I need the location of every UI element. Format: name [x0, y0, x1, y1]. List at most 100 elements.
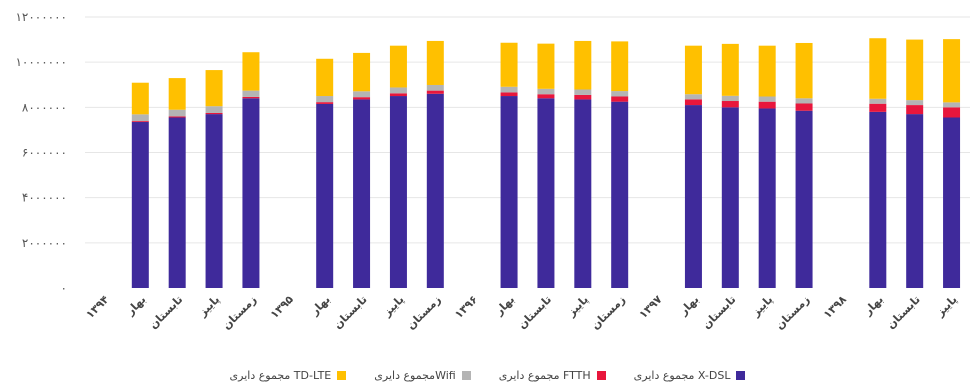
bar-segment-xdsl [316, 103, 334, 288]
bar-segment-wifi [943, 102, 961, 108]
x-tick-label: پاییز [749, 293, 776, 320]
legend-label: مجموع دایریWifi [374, 368, 456, 382]
x-tick-label: زمستان [773, 293, 812, 332]
x-tick-label: تابستان [884, 293, 923, 332]
bar-segment-ftth [721, 101, 739, 108]
bar-segment-wifi [316, 96, 334, 103]
y-tick-label: ۰ [61, 281, 67, 295]
bar-segment-ftth [869, 103, 887, 112]
y-tick-label: ۲۰۰۰۰۰۰ [22, 236, 67, 250]
bar-segment-tdlte [426, 40, 444, 85]
y-tick-label: ۱۲۰۰۰۰۰۰ [15, 10, 67, 24]
x-tick-label: تابستان [147, 293, 186, 332]
x-tick-label: پاییز [933, 293, 960, 320]
grid-layer [85, 16, 970, 244]
bar-segment-xdsl [537, 98, 555, 288]
bar-segment-xdsl [426, 93, 444, 289]
bar-segment-ftth [537, 94, 555, 99]
bar-segment-xdsl [389, 96, 407, 289]
bar-segment-xdsl [574, 99, 592, 288]
legend-label: مجموع دایری FTTH [498, 368, 591, 382]
bar-segment-ftth [131, 121, 149, 123]
bar-segment-wifi [131, 114, 149, 122]
x-tick-label: پاییز [564, 293, 591, 320]
legend-item-wifi: مجموع دایریWifi [374, 368, 471, 382]
x-tick-label: پاییز [380, 293, 407, 320]
bar-segment-tdlte [684, 45, 702, 95]
bar-segment-xdsl [721, 107, 739, 288]
bar-segment-xdsl [869, 111, 887, 288]
bar-segment-wifi [684, 94, 702, 100]
stacked-bar-chart: ۰ ۲۰۰۰۰۰۰ ۴۰۰۰۰۰۰ ۶۰۰۰۰۰۰ ۸۰۰۰۰۰۰ ۱۰۰۰۰۰۰۰ ۱۲۰… [15, 10, 970, 332]
bar-segment-wifi [611, 91, 629, 97]
x-tick-label: ۱۳۹۴ [83, 293, 111, 321]
bar-segment-xdsl [242, 98, 260, 288]
bar-segment-wifi [389, 87, 407, 94]
bar-segment-tdlte [131, 82, 149, 115]
bar-segment-tdlte [316, 58, 334, 97]
x-tick-label: تابستان [331, 293, 370, 332]
bar-segment-ftth [242, 96, 260, 99]
legend-swatch [337, 370, 347, 380]
bar-segment-wifi [242, 90, 260, 97]
bar-segment-wifi [795, 98, 813, 104]
bar-segment-wifi [500, 86, 518, 93]
bar-segment-ftth [943, 107, 961, 118]
bar-segment-tdlte [242, 52, 260, 91]
bar-segment-tdlte [168, 78, 186, 110]
bar-segment-wifi [574, 89, 592, 95]
legend-swatch [461, 370, 471, 380]
bar-segment-ftth [795, 103, 813, 111]
y-axis-ticks: ۰ ۲۰۰۰۰۰۰ ۴۰۰۰۰۰۰ ۶۰۰۰۰۰۰ ۸۰۰۰۰۰۰ ۱۰۰۰۰۰۰۰ ۱۲۰… [15, 10, 67, 295]
bar-segment-ftth [906, 105, 924, 115]
bar-segment-xdsl [353, 99, 371, 288]
y-tick-label: ۶۰۰۰۰۰۰ [22, 146, 67, 160]
x-tick-label: ۱۳۹۵ [268, 293, 296, 321]
bar-segment-tdlte [389, 45, 407, 88]
x-tick-label: بهار [123, 293, 148, 318]
bar-segment-xdsl [131, 122, 149, 288]
bar-segment-wifi [168, 109, 186, 117]
bar-segment-tdlte [205, 70, 223, 107]
bar-segment-ftth [684, 99, 702, 106]
x-tick-label: تابستان [700, 293, 739, 332]
bar-segment-tdlte [353, 52, 371, 92]
bar-segment-ftth [611, 96, 629, 102]
bar-segment-xdsl [168, 117, 186, 288]
x-tick-label: بهار [861, 293, 886, 318]
x-tick-label: ۱۳۹۶ [452, 293, 480, 321]
bar-segment-xdsl [611, 101, 629, 288]
bar-segment-tdlte [795, 42, 813, 99]
bar-segment-ftth [758, 101, 776, 109]
bar-segment-wifi [537, 88, 555, 95]
x-tick-label: زمستان [589, 293, 628, 332]
legend-swatch [736, 370, 746, 380]
y-tick-label: ۱۰۰۰۰۰۰۰ [15, 55, 67, 69]
bar-segment-ftth [426, 90, 444, 94]
legend-swatch [596, 370, 606, 380]
x-tick-label: پاییز [196, 293, 223, 320]
legend-label: مجموع دایری TD-LTE [229, 368, 332, 382]
bar-segment-ftth [389, 93, 407, 97]
bar-segment-ftth [316, 102, 334, 104]
x-tick-label: زمستان [404, 293, 443, 332]
bar-segment-wifi [906, 100, 924, 106]
bar-segment-tdlte [721, 43, 739, 96]
bar-segment-xdsl [500, 96, 518, 289]
bar-segment-wifi [869, 98, 887, 104]
bar-segment-wifi [758, 96, 776, 102]
bar-segment-tdlte [537, 43, 555, 89]
bars-layer [131, 38, 961, 289]
bar-segment-ftth [353, 97, 371, 100]
legend-item-xdsl: مجموع دایری X-DSL [634, 369, 746, 382]
bar-segment-ftth [168, 116, 186, 118]
bar-segment-xdsl [795, 110, 813, 289]
x-tick-label: ۱۳۹۷ [636, 293, 664, 321]
legend-item-ftth: مجموع دایری FTTH [499, 369, 606, 382]
bar-segment-ftth [500, 92, 518, 97]
x-tick-label: بهار [492, 293, 517, 318]
legend-item-tdlte: مجموع دایری TD-LTE [230, 369, 347, 382]
legend: مجموع دایری TD-LTE مجموع دایریWifi مجموع د… [0, 364, 975, 386]
bar-segment-ftth [574, 94, 592, 100]
